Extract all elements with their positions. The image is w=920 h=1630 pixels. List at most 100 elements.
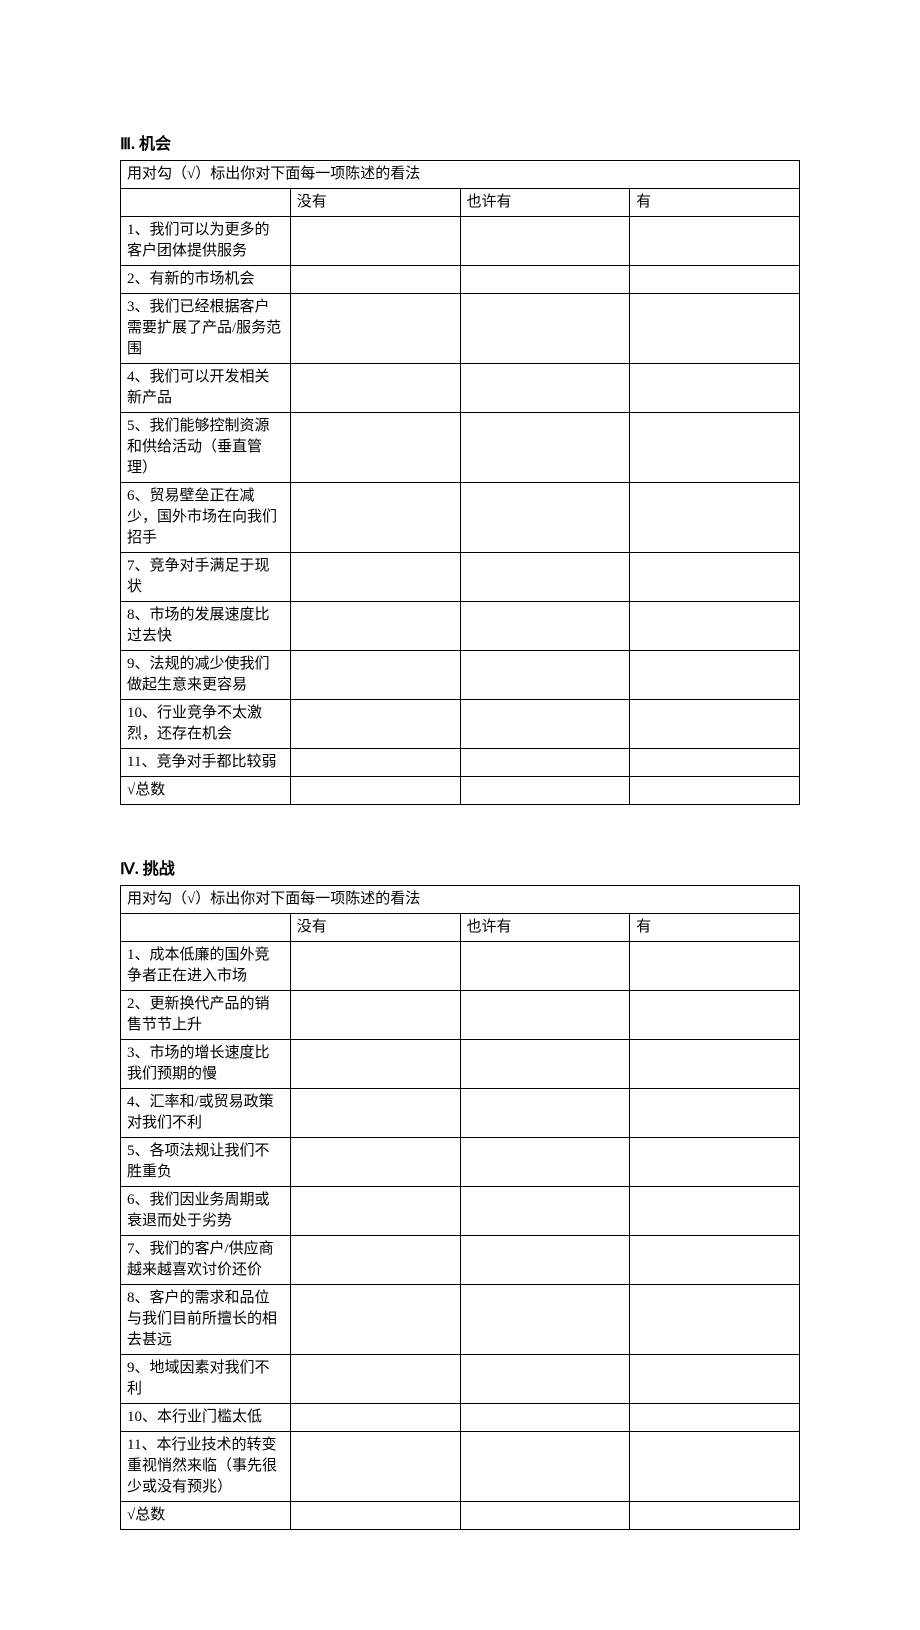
instruction-cell: 用对勾（√）标出你对下面每一项陈述的看法 xyxy=(121,886,800,914)
cell-maybe[interactable] xyxy=(460,364,630,413)
cell-yes[interactable] xyxy=(630,651,800,700)
cell-no[interactable] xyxy=(290,1236,460,1285)
cell-maybe[interactable] xyxy=(460,1236,630,1285)
cell-no[interactable] xyxy=(290,1187,460,1236)
cell-yes[interactable] xyxy=(630,483,800,553)
section-challenges: Ⅳ. 挑战 用对勾（√）标出你对下面每一项陈述的看法 没有 也许有 有 1、成本… xyxy=(120,855,800,1530)
cell-yes[interactable] xyxy=(630,1089,800,1138)
cell-maybe[interactable] xyxy=(460,942,630,991)
cell-maybe[interactable] xyxy=(460,266,630,294)
cell-no[interactable] xyxy=(290,483,460,553)
cell-no[interactable] xyxy=(290,1355,460,1404)
table-row: 4、汇率和/或贸易政策对我们不利 xyxy=(121,1089,800,1138)
total-maybe xyxy=(460,1502,630,1530)
cell-maybe[interactable] xyxy=(460,651,630,700)
cell-yes[interactable] xyxy=(630,217,800,266)
cell-no[interactable] xyxy=(290,266,460,294)
cell-yes[interactable] xyxy=(630,1355,800,1404)
row-desc: 5、我们能够控制资源和供给活动（垂直管理） xyxy=(121,413,291,483)
total-yes xyxy=(630,1502,800,1530)
cell-no[interactable] xyxy=(290,1089,460,1138)
total-yes xyxy=(630,777,800,805)
cell-maybe[interactable] xyxy=(460,1187,630,1236)
cell-yes[interactable] xyxy=(630,700,800,749)
cell-maybe[interactable] xyxy=(460,749,630,777)
cell-yes[interactable] xyxy=(630,1285,800,1355)
table-row: 3、市场的增长速度比我们预期的慢 xyxy=(121,1040,800,1089)
cell-no[interactable] xyxy=(290,602,460,651)
cell-maybe[interactable] xyxy=(460,483,630,553)
instruction-row: 用对勾（√）标出你对下面每一项陈述的看法 xyxy=(121,161,800,189)
cell-maybe[interactable] xyxy=(460,1355,630,1404)
cell-maybe[interactable] xyxy=(460,700,630,749)
cell-yes[interactable] xyxy=(630,1187,800,1236)
cell-maybe[interactable] xyxy=(460,553,630,602)
total-label: √总数 xyxy=(121,777,291,805)
cell-no[interactable] xyxy=(290,294,460,364)
table-row: 9、地域因素对我们不利 xyxy=(121,1355,800,1404)
cell-yes[interactable] xyxy=(630,942,800,991)
header-yes: 有 xyxy=(630,189,800,217)
cell-yes[interactable] xyxy=(630,1236,800,1285)
header-desc xyxy=(121,914,291,942)
row-desc: 8、市场的发展速度比过去快 xyxy=(121,602,291,651)
cell-maybe[interactable] xyxy=(460,294,630,364)
cell-no[interactable] xyxy=(290,700,460,749)
cell-yes[interactable] xyxy=(630,602,800,651)
cell-no[interactable] xyxy=(290,749,460,777)
cell-no[interactable] xyxy=(290,1432,460,1502)
table-challenges: 用对勾（√）标出你对下面每一项陈述的看法 没有 也许有 有 1、成本低廉的国外竞… xyxy=(120,885,800,1530)
cell-yes[interactable] xyxy=(630,553,800,602)
table-row: 2、更新换代产品的销售节节上升 xyxy=(121,991,800,1040)
header-yes: 有 xyxy=(630,914,800,942)
cell-no[interactable] xyxy=(290,364,460,413)
table-row: 5、各项法规让我们不胜重负 xyxy=(121,1138,800,1187)
cell-maybe[interactable] xyxy=(460,217,630,266)
cell-yes[interactable] xyxy=(630,1040,800,1089)
row-desc: 2、更新换代产品的销售节节上升 xyxy=(121,991,291,1040)
cell-maybe[interactable] xyxy=(460,1089,630,1138)
cell-yes[interactable] xyxy=(630,1404,800,1432)
cell-no[interactable] xyxy=(290,1285,460,1355)
cell-maybe[interactable] xyxy=(460,602,630,651)
cell-yes[interactable] xyxy=(630,1432,800,1502)
table-row: 6、我们因业务周期或衰退而处于劣势 xyxy=(121,1187,800,1236)
cell-yes[interactable] xyxy=(630,294,800,364)
table-row: 8、客户的需求和品位与我们目前所擅长的相去甚远 xyxy=(121,1285,800,1355)
cell-maybe[interactable] xyxy=(460,1432,630,1502)
cell-maybe[interactable] xyxy=(460,991,630,1040)
total-row: √总数 xyxy=(121,1502,800,1530)
cell-yes[interactable] xyxy=(630,413,800,483)
cell-maybe[interactable] xyxy=(460,1138,630,1187)
cell-maybe[interactable] xyxy=(460,1285,630,1355)
total-no xyxy=(290,777,460,805)
row-desc: 1、成本低廉的国外竞争者正在进入市场 xyxy=(121,942,291,991)
cell-no[interactable] xyxy=(290,1404,460,1432)
row-desc: 9、地域因素对我们不利 xyxy=(121,1355,291,1404)
total-label: √总数 xyxy=(121,1502,291,1530)
cell-maybe[interactable] xyxy=(460,1040,630,1089)
row-desc: 3、市场的增长速度比我们预期的慢 xyxy=(121,1040,291,1089)
table-row: 11、本行业技术的转变重视悄然来临（事先很少或没有预兆） xyxy=(121,1432,800,1502)
cell-yes[interactable] xyxy=(630,364,800,413)
header-maybe: 也许有 xyxy=(460,914,630,942)
section-opportunities: Ⅲ. 机会 用对勾（√）标出你对下面每一项陈述的看法 没有 也许有 有 1、我们… xyxy=(120,130,800,805)
table-row: 5、我们能够控制资源和供给活动（垂直管理） xyxy=(121,413,800,483)
cell-yes[interactable] xyxy=(630,1138,800,1187)
cell-yes[interactable] xyxy=(630,266,800,294)
cell-maybe[interactable] xyxy=(460,1404,630,1432)
table-row: 6、贸易壁垒正在减少，国外市场在向我们招手 xyxy=(121,483,800,553)
cell-no[interactable] xyxy=(290,553,460,602)
cell-no[interactable] xyxy=(290,217,460,266)
cell-yes[interactable] xyxy=(630,749,800,777)
cell-maybe[interactable] xyxy=(460,413,630,483)
row-desc: 4、我们可以开发相关新产品 xyxy=(121,364,291,413)
cell-no[interactable] xyxy=(290,1040,460,1089)
cell-yes[interactable] xyxy=(630,991,800,1040)
cell-no[interactable] xyxy=(290,1138,460,1187)
cell-no[interactable] xyxy=(290,991,460,1040)
cell-no[interactable] xyxy=(290,651,460,700)
cell-no[interactable] xyxy=(290,942,460,991)
cell-no[interactable] xyxy=(290,413,460,483)
table-row: 1、成本低廉的国外竞争者正在进入市场 xyxy=(121,942,800,991)
